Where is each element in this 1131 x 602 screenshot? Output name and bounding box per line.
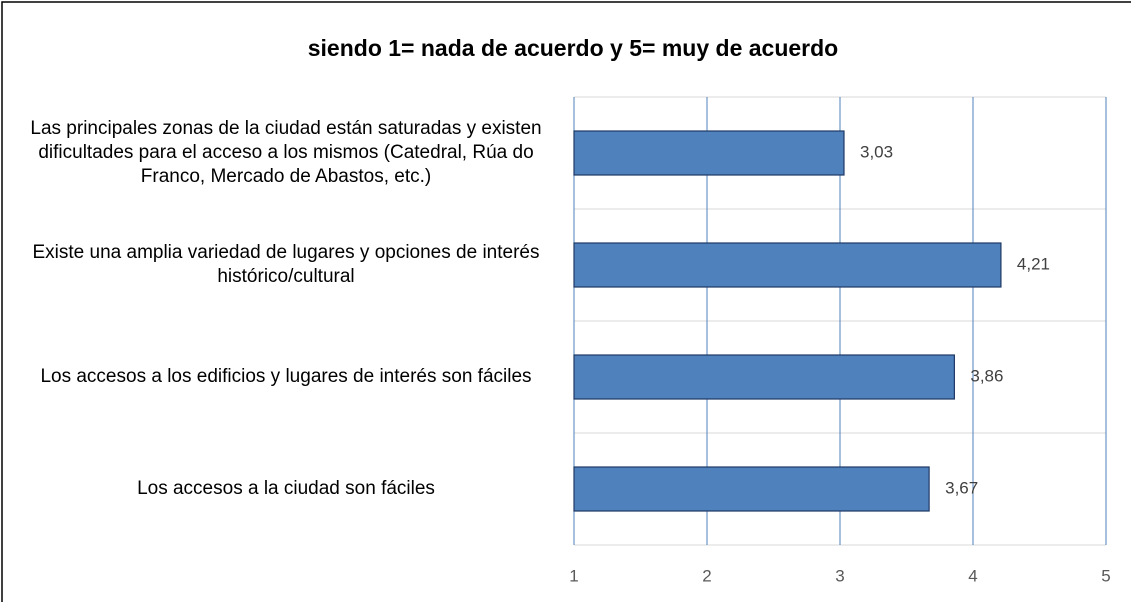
category-label: Los accesos a los edificios y lugares de…	[40, 366, 532, 387]
category-label: Las principales zonas de la ciudad están…	[30, 118, 542, 187]
bar	[573, 466, 930, 512]
value-label: 3,86	[970, 366, 1003, 385]
category-label: Los accesos a la ciudad son fáciles	[137, 478, 435, 499]
bar	[573, 242, 1002, 288]
category-label: Existe una amplia variedad de lugares y …	[32, 242, 540, 287]
bar	[573, 130, 845, 176]
x-tick-label: 5	[1101, 566, 1110, 585]
value-label: 3,67	[945, 478, 978, 497]
value-label: 3,03	[860, 142, 893, 161]
chart-title: siendo 1= nada de acuerdo y 5= muy de ac…	[308, 35, 838, 61]
x-tick-label: 2	[702, 566, 711, 585]
value-label: 4,21	[1017, 254, 1050, 273]
x-tick-label: 1	[569, 566, 578, 585]
x-tick-label: 4	[968, 566, 977, 585]
x-tick-label: 3	[835, 566, 844, 585]
bar	[573, 354, 955, 400]
